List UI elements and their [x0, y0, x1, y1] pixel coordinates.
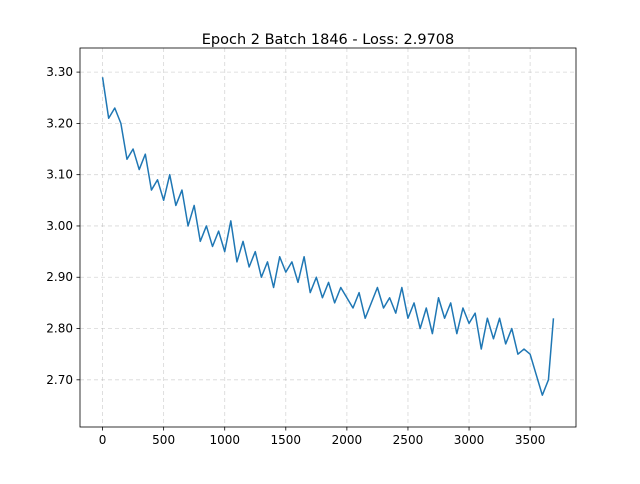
y-tick-label: 2.90	[46, 270, 73, 284]
x-tick-label: 3500	[515, 433, 546, 447]
chart-title: Epoch 2 Batch 1846 - Loss: 2.9708	[202, 32, 455, 48]
plot-frame	[79, 47, 577, 428]
y-tick-label: 3.00	[46, 219, 73, 233]
y-tick-label: 3.20	[46, 116, 73, 130]
x-tick-label: 1000	[209, 433, 240, 447]
x-tick-label: 3000	[454, 433, 485, 447]
x-tick-label: 500	[152, 433, 175, 447]
y-tick-label: 3.30	[46, 65, 73, 79]
y-tick-label: 2.80	[46, 322, 73, 336]
x-tick-label: 2000	[332, 433, 363, 447]
y-tick-label: 2.70	[46, 373, 73, 387]
y-tick-label: 3.10	[46, 168, 73, 182]
x-tick-label: 0	[99, 433, 107, 447]
x-tick-label: 1500	[271, 433, 302, 447]
x-tick-label: 2500	[393, 433, 424, 447]
loss-line	[101, 77, 555, 396]
